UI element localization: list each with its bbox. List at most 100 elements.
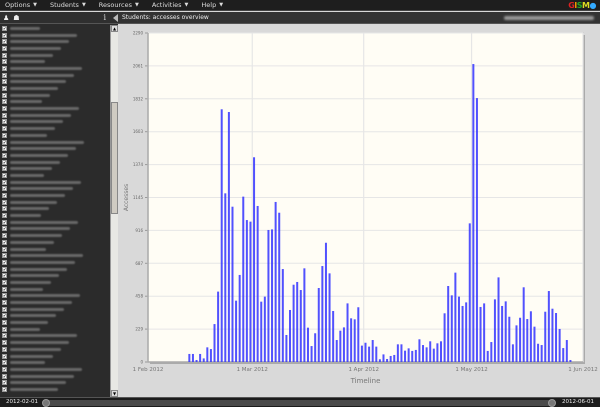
- student-checkbox[interactable]: ✔: [2, 273, 7, 279]
- student-checkbox[interactable]: ✔: [2, 152, 7, 158]
- student-row[interactable]: ✔: [0, 45, 110, 52]
- student-checkbox[interactable]: ✔: [2, 253, 7, 259]
- student-row[interactable]: ✔: [0, 72, 110, 79]
- student-checkbox[interactable]: ✔: [2, 106, 7, 112]
- scroll-thumb[interactable]: [111, 102, 118, 214]
- student-row[interactable]: ✔: [0, 92, 110, 99]
- collapse-sidebar-icon[interactable]: [113, 14, 118, 22]
- student-row[interactable]: ✔: [0, 199, 110, 206]
- student-checkbox[interactable]: ✔: [2, 353, 7, 359]
- scroll-down-button[interactable]: ▼: [111, 390, 118, 397]
- student-row[interactable]: ✔: [0, 306, 110, 313]
- student-row[interactable]: ✔: [0, 192, 110, 199]
- student-checkbox[interactable]: ✔: [2, 373, 7, 379]
- slider-end-handle[interactable]: [548, 399, 556, 407]
- student-checkbox[interactable]: ✔: [2, 226, 7, 232]
- student-checkbox[interactable]: ✔: [2, 25, 7, 31]
- student-row[interactable]: ✔: [0, 359, 110, 366]
- student-checkbox[interactable]: ✔: [2, 199, 7, 205]
- menu-help[interactable]: Help ▼: [196, 1, 231, 9]
- student-checkbox[interactable]: ✔: [2, 72, 7, 78]
- student-row[interactable]: ✔: [0, 186, 110, 193]
- student-row[interactable]: ✔: [0, 339, 110, 346]
- student-checkbox[interactable]: ✔: [2, 193, 7, 199]
- student-row[interactable]: ✔: [0, 206, 110, 213]
- student-checkbox[interactable]: ✔: [2, 32, 7, 38]
- menu-resources[interactable]: Resources ▼: [94, 1, 147, 9]
- student-row[interactable]: ✔: [0, 226, 110, 233]
- menu-students[interactable]: Students ▼: [45, 1, 94, 9]
- student-checkbox[interactable]: ✔: [2, 306, 7, 312]
- student-row[interactable]: ✔: [0, 159, 110, 166]
- student-row[interactable]: ✔: [0, 99, 110, 106]
- student-checkbox[interactable]: ✔: [2, 59, 7, 65]
- student-row[interactable]: ✔: [0, 266, 110, 273]
- student-checkbox[interactable]: ✔: [2, 300, 7, 306]
- student-row[interactable]: ✔: [0, 212, 110, 219]
- student-checkbox[interactable]: ✔: [2, 65, 7, 71]
- group-icon[interactable]: ☗: [13, 13, 20, 22]
- student-row[interactable]: ✔: [0, 259, 110, 266]
- student-checkbox[interactable]: ✔: [2, 39, 7, 45]
- student-row[interactable]: ✔: [0, 379, 110, 386]
- student-row[interactable]: ✔: [0, 112, 110, 119]
- student-row[interactable]: ✔: [0, 219, 110, 226]
- student-row[interactable]: ✔: [0, 65, 110, 72]
- student-row[interactable]: ✔: [0, 25, 110, 32]
- student-row[interactable]: ✔: [0, 286, 110, 293]
- student-checkbox[interactable]: ✔: [2, 333, 7, 339]
- student-row[interactable]: ✔: [0, 252, 110, 259]
- person-icon[interactable]: ♟: [3, 13, 10, 22]
- student-checkbox[interactable]: ✔: [2, 360, 7, 366]
- student-checkbox[interactable]: ✔: [2, 326, 7, 332]
- student-row[interactable]: ✔: [0, 38, 110, 45]
- student-checkbox[interactable]: ✔: [2, 386, 7, 392]
- student-checkbox[interactable]: ✔: [2, 52, 7, 58]
- student-row[interactable]: ✔: [0, 125, 110, 132]
- student-checkbox[interactable]: ✔: [2, 132, 7, 138]
- student-row[interactable]: ✔: [0, 32, 110, 39]
- student-row[interactable]: ✔: [0, 386, 110, 393]
- student-checkbox[interactable]: ✔: [2, 186, 7, 192]
- student-checkbox[interactable]: ✔: [2, 246, 7, 252]
- sidebar-scrollbar[interactable]: ▲ ▼: [110, 25, 118, 397]
- student-checkbox[interactable]: ✔: [2, 166, 7, 172]
- student-row[interactable]: ✔: [0, 119, 110, 126]
- student-checkbox[interactable]: ✔: [2, 279, 7, 285]
- student-row[interactable]: ✔: [0, 299, 110, 306]
- student-row[interactable]: ✔: [0, 326, 110, 333]
- student-checkbox[interactable]: ✔: [2, 233, 7, 239]
- student-checkbox[interactable]: ✔: [2, 219, 7, 225]
- student-checkbox[interactable]: ✔: [2, 206, 7, 212]
- student-checkbox[interactable]: ✔: [2, 286, 7, 292]
- student-checkbox[interactable]: ✔: [2, 92, 7, 98]
- student-checkbox[interactable]: ✔: [2, 126, 7, 132]
- student-row[interactable]: ✔: [0, 353, 110, 360]
- student-row[interactable]: ✔: [0, 105, 110, 112]
- student-checkbox[interactable]: ✔: [2, 346, 7, 352]
- student-checkbox[interactable]: ✔: [2, 340, 7, 346]
- scroll-up-button[interactable]: ▲: [111, 25, 118, 32]
- student-row[interactable]: ✔: [0, 179, 110, 186]
- student-row[interactable]: ✔: [0, 58, 110, 65]
- student-checkbox[interactable]: ✔: [2, 86, 7, 92]
- student-row[interactable]: ✔: [0, 246, 110, 253]
- student-row[interactable]: ✔: [0, 145, 110, 152]
- student-row[interactable]: ✔: [0, 165, 110, 172]
- student-row[interactable]: ✔: [0, 333, 110, 340]
- student-checkbox[interactable]: ✔: [2, 79, 7, 85]
- student-checkbox[interactable]: ✔: [2, 320, 7, 326]
- student-checkbox[interactable]: ✔: [2, 112, 7, 118]
- slider-start-handle[interactable]: [42, 399, 50, 407]
- student-checkbox[interactable]: ✔: [2, 172, 7, 178]
- student-row[interactable]: ✔: [0, 85, 110, 92]
- menu-activities[interactable]: Activities ▼: [147, 1, 197, 9]
- student-row[interactable]: ✔: [0, 272, 110, 279]
- student-checkbox[interactable]: ✔: [2, 293, 7, 299]
- student-row[interactable]: ✔: [0, 279, 110, 286]
- student-checkbox[interactable]: ✔: [2, 259, 7, 265]
- student-row[interactable]: ✔: [0, 313, 110, 320]
- student-checkbox[interactable]: ✔: [2, 266, 7, 272]
- student-row[interactable]: ✔: [0, 79, 110, 86]
- student-checkbox[interactable]: ✔: [2, 139, 7, 145]
